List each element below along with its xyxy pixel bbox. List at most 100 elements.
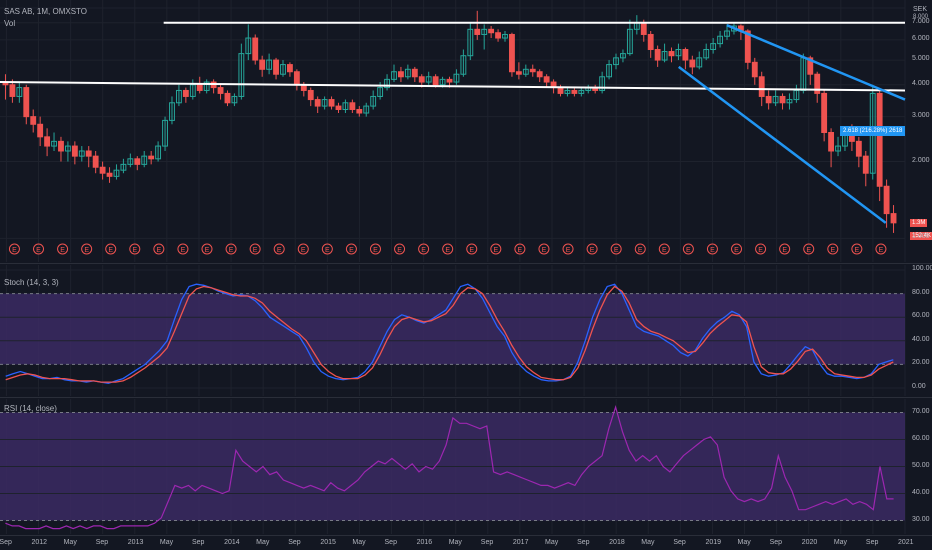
earnings-marker-icon	[514, 243, 526, 255]
stoch-title: Stoch (14, 3, 3)	[4, 278, 59, 287]
x-tick-label: 2016	[416, 539, 433, 546]
candle-body	[356, 108, 363, 114]
earnings-marker-label: E	[12, 247, 17, 254]
candle-body	[654, 49, 661, 61]
earnings-marker-label: E	[36, 247, 41, 254]
x-tick-label: May	[159, 539, 174, 546]
earnings-marker-label: E	[349, 247, 354, 254]
earnings-marker-label: E	[566, 247, 571, 254]
x-tick-label: May	[737, 539, 751, 546]
earnings-marker-icon	[57, 243, 69, 255]
earnings-marker-icon	[81, 243, 93, 255]
candle-body	[259, 59, 266, 70]
candle-body	[37, 123, 44, 138]
candle-body	[314, 99, 321, 107]
earnings-marker-label: E	[421, 247, 426, 254]
earnings-marker-label: E	[397, 247, 402, 254]
earnings-marker-label: E	[84, 247, 89, 254]
candle-body	[99, 166, 106, 174]
price-axis-label: 7.000	[912, 17, 930, 25]
earnings-marker-icon	[634, 243, 646, 255]
candle-body	[64, 145, 71, 152]
earnings-marker-icon	[875, 243, 887, 255]
candle-body	[640, 22, 647, 35]
candle-body	[696, 57, 703, 68]
candle-body	[620, 53, 626, 59]
stoch-axis-label: 60.00	[912, 312, 930, 320]
earnings-marker-label: E	[806, 247, 811, 254]
candle-body	[876, 92, 883, 187]
x-tick-label: 2018	[609, 539, 625, 546]
candle-body	[252, 37, 259, 61]
earnings-marker-label: E	[830, 247, 835, 254]
candle-body	[606, 64, 613, 78]
x-tick-label: May	[352, 539, 366, 546]
x-tick-label: Sep	[191, 539, 205, 546]
earnings-marker-icon	[706, 243, 718, 255]
earnings-marker-icon	[177, 243, 189, 255]
candle-body	[92, 155, 99, 168]
earnings-marker-label: E	[518, 247, 523, 254]
price-tag-volume: 1.3M	[910, 219, 928, 227]
candle-body	[786, 99, 793, 104]
candle-body	[78, 150, 85, 157]
candle-body	[855, 140, 862, 157]
earnings-marker-icon	[827, 243, 839, 255]
candle-body	[772, 95, 779, 104]
candle-body	[266, 59, 273, 70]
candle-body	[502, 33, 508, 39]
x-tick-label: Sep	[480, 539, 494, 546]
candle-body	[349, 102, 356, 110]
rsi-axis-label: 30.00	[912, 515, 930, 523]
x-tick-label: 2017	[512, 539, 529, 546]
x-tick-label: May	[833, 539, 848, 546]
earnings-marker-icon	[321, 243, 333, 255]
stoch-axis-label: 0.00	[912, 383, 926, 390]
candle-body	[411, 68, 418, 78]
x-tick-label: May	[544, 539, 559, 546]
earnings-marker-icon	[851, 243, 863, 255]
price-tag-last: 152.4K	[910, 232, 932, 240]
earnings-marker-label: E	[590, 247, 595, 254]
earnings-marker-label: E	[542, 247, 547, 254]
candle-body	[883, 185, 890, 215]
earnings-marker-label: E	[638, 247, 643, 254]
candle-body	[134, 158, 141, 165]
candle-body	[488, 28, 495, 34]
candle-body	[418, 76, 425, 83]
candle-body	[384, 78, 390, 89]
candle-body	[647, 33, 654, 51]
candle-body	[668, 51, 675, 57]
earnings-marker-icon	[249, 243, 261, 255]
earnings-marker-icon	[297, 243, 309, 255]
candle-body	[724, 30, 730, 37]
earnings-marker-label: E	[855, 247, 860, 254]
candle-body	[682, 49, 689, 61]
candle-body	[9, 84, 16, 97]
candle-body	[522, 68, 529, 75]
candle-body	[231, 95, 238, 104]
x-tick-label: 2021	[898, 539, 914, 546]
candle-body	[155, 145, 162, 160]
candle-body	[557, 87, 564, 94]
candle-body	[175, 89, 182, 104]
candle-body	[404, 68, 411, 78]
candle-body	[758, 76, 765, 97]
x-tick-label: Sep	[288, 539, 301, 546]
earnings-marker-icon	[129, 243, 141, 255]
x-tick-label: Sep	[95, 539, 109, 546]
earnings-marker-icon	[682, 243, 694, 255]
earnings-marker-label: E	[229, 247, 234, 254]
candle-body	[689, 59, 696, 68]
x-tick-label: Sep	[769, 539, 783, 546]
candle-body	[703, 49, 710, 59]
candle-body	[286, 64, 293, 73]
candle-body	[571, 89, 578, 94]
earnings-marker-label: E	[132, 247, 137, 254]
earnings-marker-icon	[201, 243, 213, 255]
candle-body	[398, 71, 404, 78]
stoch-axis-label: 100.00	[912, 265, 932, 272]
candle-body	[328, 99, 335, 107]
